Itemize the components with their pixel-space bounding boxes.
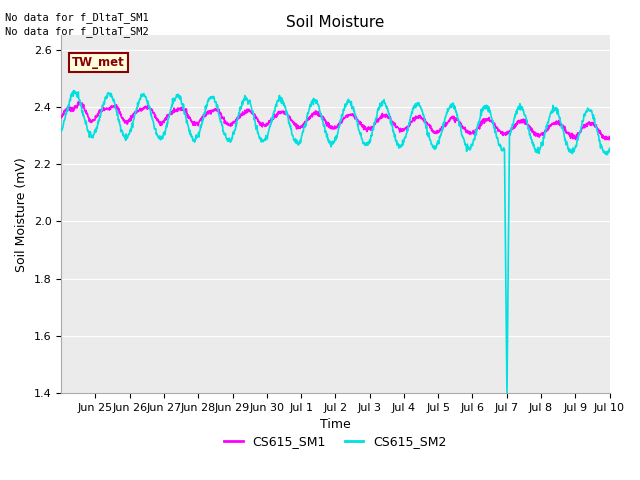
- Y-axis label: Soil Moisture (mV): Soil Moisture (mV): [15, 157, 28, 272]
- Text: No data for f_DltaT_SM2: No data for f_DltaT_SM2: [5, 26, 149, 37]
- Text: TW_met: TW_met: [72, 56, 125, 69]
- X-axis label: Time: Time: [320, 419, 351, 432]
- Title: Soil Moisture: Soil Moisture: [286, 15, 385, 30]
- Legend: CS615_SM1, CS615_SM2: CS615_SM1, CS615_SM2: [219, 430, 452, 453]
- Text: No data for f_DltaT_SM1: No data for f_DltaT_SM1: [5, 12, 149, 23]
